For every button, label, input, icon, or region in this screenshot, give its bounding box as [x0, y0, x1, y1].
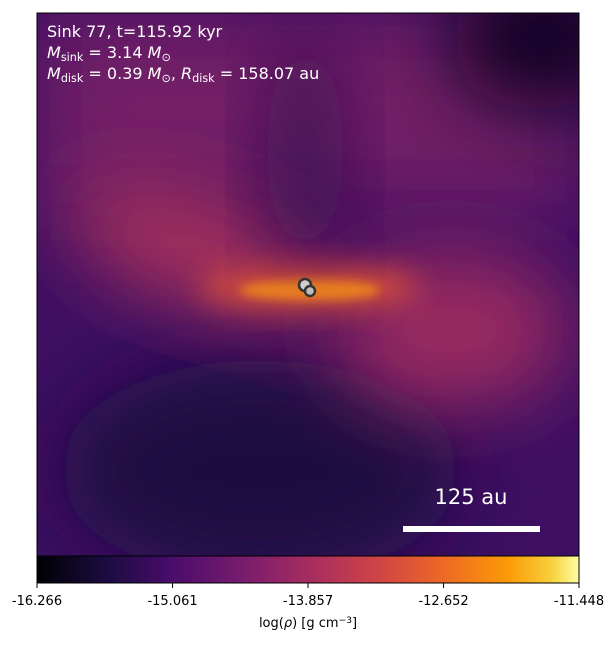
rich-text: Msink = 3.14 M⊙ [47, 43, 171, 64]
density-map [37, 13, 579, 556]
text-segment: = 0.39 [83, 64, 147, 83]
text-segment: sink [61, 51, 84, 64]
text-segment: , [171, 64, 181, 83]
colorbar-tick-label: -16.266 [12, 594, 62, 609]
text-segment: ρ [284, 616, 293, 631]
scalebar-label: 125 au [435, 485, 508, 509]
colorbar-tick-label: -11.448 [554, 594, 604, 609]
colorbar-tick-label: -15.061 [147, 594, 197, 609]
text-segment: M [47, 64, 61, 83]
rich-text: Sink 77, t=115.92 kyr [47, 22, 223, 41]
text-segment: Sink 77, t=115.92 kyr [47, 22, 223, 41]
rich-text: Mdisk = 0.39 M⊙, Rdisk = 158.07 au [47, 64, 319, 85]
text-segment: M [47, 43, 61, 62]
colorbar-tick-label: -13.857 [283, 594, 333, 609]
text-segment: ) [g cm [292, 616, 338, 631]
text-segment: M [148, 64, 162, 83]
text-segment: −3 [339, 616, 353, 626]
text-segment: ⊙ [161, 72, 170, 85]
text-segment: M [148, 43, 162, 62]
text-segment: disk [192, 72, 215, 85]
text-segment: disk [61, 72, 84, 85]
colorbar [36, 555, 580, 584]
text-segment: ] [352, 616, 357, 631]
text-segment: = 3.14 [83, 43, 147, 62]
text-segment: = 158.07 au [215, 64, 320, 83]
colorbar-tick-label: -12.652 [418, 594, 468, 609]
text-segment: R [181, 64, 192, 83]
rich-text: log(ρ) [g cm−3] [259, 616, 357, 631]
text-segment: ⊙ [161, 51, 170, 64]
text-segment: log( [259, 616, 284, 631]
